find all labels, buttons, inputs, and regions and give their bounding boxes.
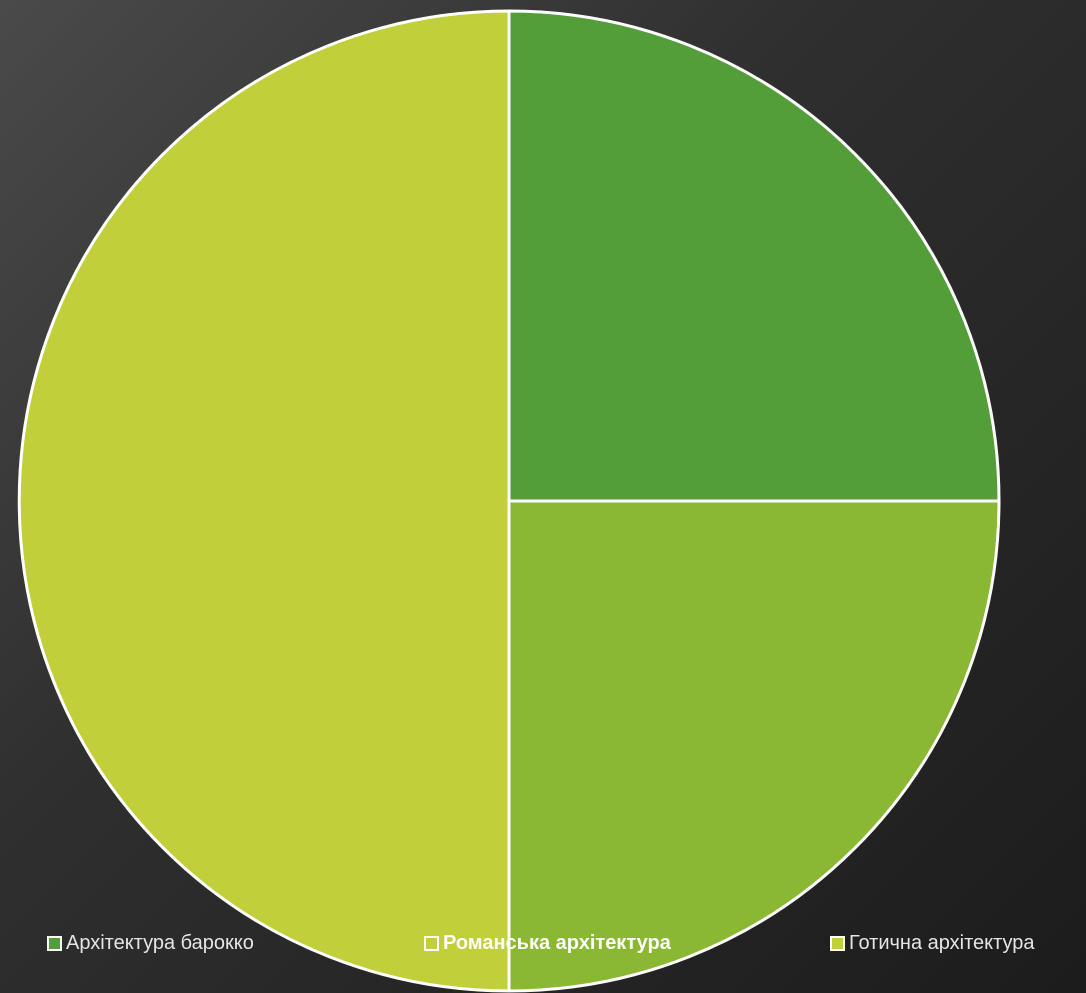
legend-swatch-baroque: [47, 935, 62, 951]
legend-label-romanesque: Романська архітектура: [443, 932, 671, 954]
pie-slice-3: [17, 9, 511, 993]
legend-item-gothic: Готична архітектура: [830, 931, 1035, 955]
pie-slice-1: [507, 9, 1001, 503]
legend-label-baroque: Архітектура барокко: [66, 932, 254, 954]
legend-swatch-gothic: [830, 935, 845, 951]
legend-item-romanesque: Романська архітектура: [424, 931, 671, 955]
legend-item-baroque: Архітектура барокко: [47, 931, 254, 955]
legend-label-gothic: Готична архітектура: [849, 932, 1035, 954]
legend-swatch-romanesque: [424, 935, 439, 951]
pie-slice-2: [507, 499, 1001, 993]
